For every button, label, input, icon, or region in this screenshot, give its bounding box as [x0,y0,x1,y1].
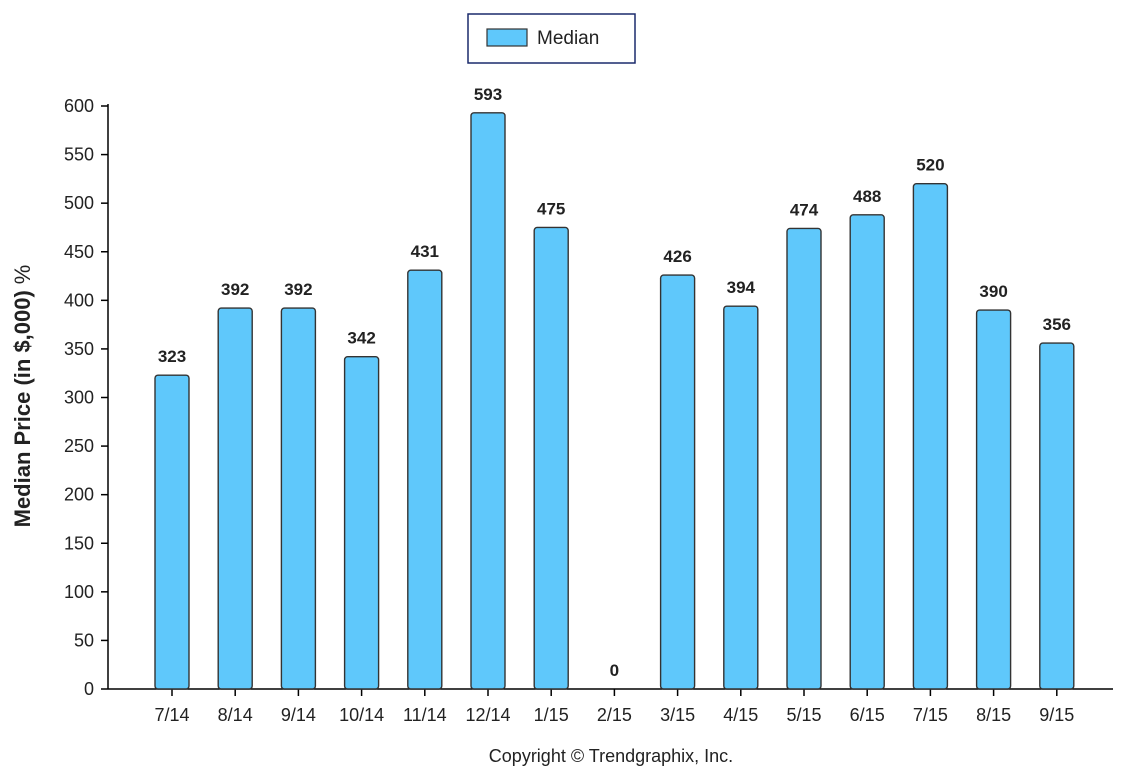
y-tick-label: 350 [64,339,94,359]
x-tick-label: 11/14 [403,705,447,725]
data-label: 392 [221,280,249,299]
y-tick-label: 150 [64,533,94,553]
x-tick-label: 10/14 [339,705,384,725]
data-label: 475 [537,199,565,218]
y-axis-label: Median Price (in $,000)% [10,265,35,528]
bar [280,307,317,690]
x-tick-label: 12/14 [465,705,510,725]
bar [217,307,253,690]
data-label: 520 [916,156,944,175]
legend-label: Median [537,28,599,49]
bar [912,183,949,690]
x-tick-label: 1/15 [534,705,569,725]
x-axis: 7/14 8/14 9/14 10/14 11/14 12/14 1/15 2/15 3/15 4… [108,688,1113,725]
y-axis: 0 50 100 150 200 250 300 350 400 450 500 550 600 [64,96,109,699]
bar [1039,342,1075,690]
x-tick-label: 9/14 [281,705,316,725]
y-tick-label: 300 [64,388,94,408]
y-tick-label: 500 [64,193,94,213]
bar [849,214,885,690]
x-tick-label: 3/15 [660,705,695,725]
bar [154,374,190,690]
legend-swatch [486,28,528,47]
data-label: 323 [158,347,186,366]
data-label: 431 [411,242,439,261]
data-label: 593 [474,85,502,104]
bar [343,355,380,690]
data-label: 394 [727,278,756,297]
bar [533,226,569,690]
bars [154,112,1075,690]
x-tick-label: 6/15 [850,705,885,725]
y-tick-label: 450 [64,242,94,262]
data-label: 392 [284,280,312,299]
bar [659,274,696,690]
x-tick-label: 8/15 [976,705,1011,725]
y-tick-label: 50 [74,630,94,650]
y-tick-label: 600 [64,96,94,116]
y-tick-label: 550 [64,145,94,165]
bar [470,112,506,690]
x-tick-label: 5/15 [786,705,821,725]
x-tick-label: 7/14 [154,705,189,725]
x-tick-label: 7/15 [913,705,948,725]
bar [975,309,1012,690]
x-tick-label: 2/15 [597,705,632,725]
data-label: 342 [347,329,375,348]
data-label: 0 [610,661,619,680]
x-tick-label: 8/14 [218,705,253,725]
data-label: 390 [979,282,1007,301]
y-tick-label: 250 [64,436,94,456]
y-tick-label: 400 [64,290,94,310]
data-label: 356 [1043,315,1071,334]
bar [407,269,443,690]
y-tick-label: 0 [84,679,94,699]
bar [723,305,759,690]
data-labels: 323 392 392 342 431 593 475 0 426 394 474 488 520 390… [158,85,1071,680]
data-label: 488 [853,187,881,206]
legend: Median [467,13,636,64]
bar [786,227,822,690]
y-tick-label: 200 [64,485,94,505]
x-tick-label: 9/15 [1039,705,1074,725]
data-label: 426 [663,247,691,266]
copyright-text: Copyright © Trendgraphix, Inc. [489,746,733,766]
data-label: 474 [790,200,819,219]
y-tick-label: 100 [64,582,94,602]
x-tick-label: 4/15 [723,705,758,725]
